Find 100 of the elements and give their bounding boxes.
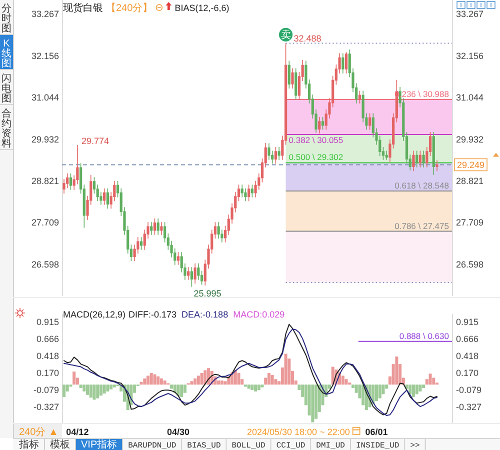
candlestick [294,68,298,100]
bar [150,372,153,385]
candlestick [150,222,153,236]
x-tick-label: 06/01 [365,427,388,437]
bar [375,384,378,402]
y2-tick-label: 27.709 [456,218,484,228]
text: BIAS_UD [187,442,221,450]
text: 分时图 [2,2,12,34]
bar [200,372,204,385]
ref-line-label: 0.618 \ 28.548 [394,180,450,191]
bar [422,384,426,388]
y2-tick-label: 0.170 [456,368,479,378]
x-tick-label: 04/12 [66,427,89,437]
bar [183,384,186,393]
bar [217,380,220,385]
y-tick-label: 28.821 [31,176,59,186]
text: 2024/05/30 18:00 ~ 22:00 [247,427,350,437]
bar [153,374,156,385]
y2-tick-label: 29.932 [456,134,484,144]
candlestick [358,90,362,104]
bar [234,370,237,385]
bar [432,378,436,385]
y2-tick-label: -0.079 [456,385,482,396]
bar [72,372,76,385]
bar [314,384,318,419]
text: >> [410,442,420,450]
annotation: MACD:0.029 [233,310,285,320]
y2-tick-label: 31.044 [456,92,484,103]
candlestick [436,160,438,172]
candlestick [274,146,278,164]
y2-tick-label: 33.267 [456,9,484,20]
bar [112,384,116,388]
bar [372,384,375,404]
bar [173,384,176,393]
bar [260,384,264,388]
candlestick [140,236,143,250]
candlestick [412,150,415,172]
text: 模板 [50,438,70,450]
annotation: DIFF:-0.173 [128,310,177,320]
bar [79,384,82,388]
ref-line-label: 0.786 \ 27.475 [394,220,450,231]
candlestick [385,150,388,160]
bar [237,372,240,385]
text: BARUPDN_UD [128,442,176,450]
bar [82,384,86,392]
y-tick-label: 29.932 [31,134,59,144]
candlestick [187,266,190,280]
bar [176,384,180,396]
bar [284,354,288,385]
text: 指标 [18,438,39,450]
annotation: BIAS(12,-6,6) [174,3,230,13]
candlestick [176,252,180,266]
ref-line-label: 0.382 \ 30.055 [288,134,344,145]
y-tick-label: -0.327 [33,402,59,412]
bar [92,384,96,400]
candlestick [291,68,294,89]
text: BOLL_UD [232,442,266,450]
bar [86,384,90,395]
ref-line-label: 32.488 [294,34,322,44]
candlestick [217,222,220,239]
bar [382,384,385,394]
bar [170,384,174,389]
x-tick-label: 04/30 [166,427,190,437]
candlestick [432,132,435,176]
text: INSIDE_UD [356,442,400,450]
bar [140,382,143,385]
candlestick [156,218,160,236]
bar [196,376,200,385]
candlestick [318,116,321,134]
candlestick [342,52,344,74]
bar [254,384,258,392]
bar [163,380,166,385]
candlestick [321,116,324,130]
ref-line-label: 0.500 \ 29.302 [288,152,344,162]
bar [267,372,270,385]
y-tick-label: -0.079 [33,385,59,396]
bar [190,381,194,385]
candlestick [194,262,196,284]
text: DMI_UD [316,442,346,450]
y-tick-label: 0.418 [36,351,59,362]
bar [96,384,100,398]
y2-tick-label: 26.598 [456,259,484,270]
ref-line-label: 29.249 [457,160,485,170]
bar [89,384,92,398]
candlestick [248,184,250,202]
bar [344,379,348,385]
bar [412,384,415,397]
y2-tick-label: 0.418 [456,351,479,362]
chart-subtitle: 【240分】 [106,2,153,14]
bar [156,376,160,385]
text: 合约资料 [2,108,12,150]
bar [62,384,66,397]
candlestick [160,222,163,236]
bar [204,370,207,385]
y2-tick-label: 32.156 [456,50,484,61]
bar [99,384,102,396]
y-tick-label: 26.598 [31,259,59,270]
bar [378,384,382,398]
chart-title: 现货白银 [63,2,103,14]
y-tick-label: 0.915 [36,317,59,328]
